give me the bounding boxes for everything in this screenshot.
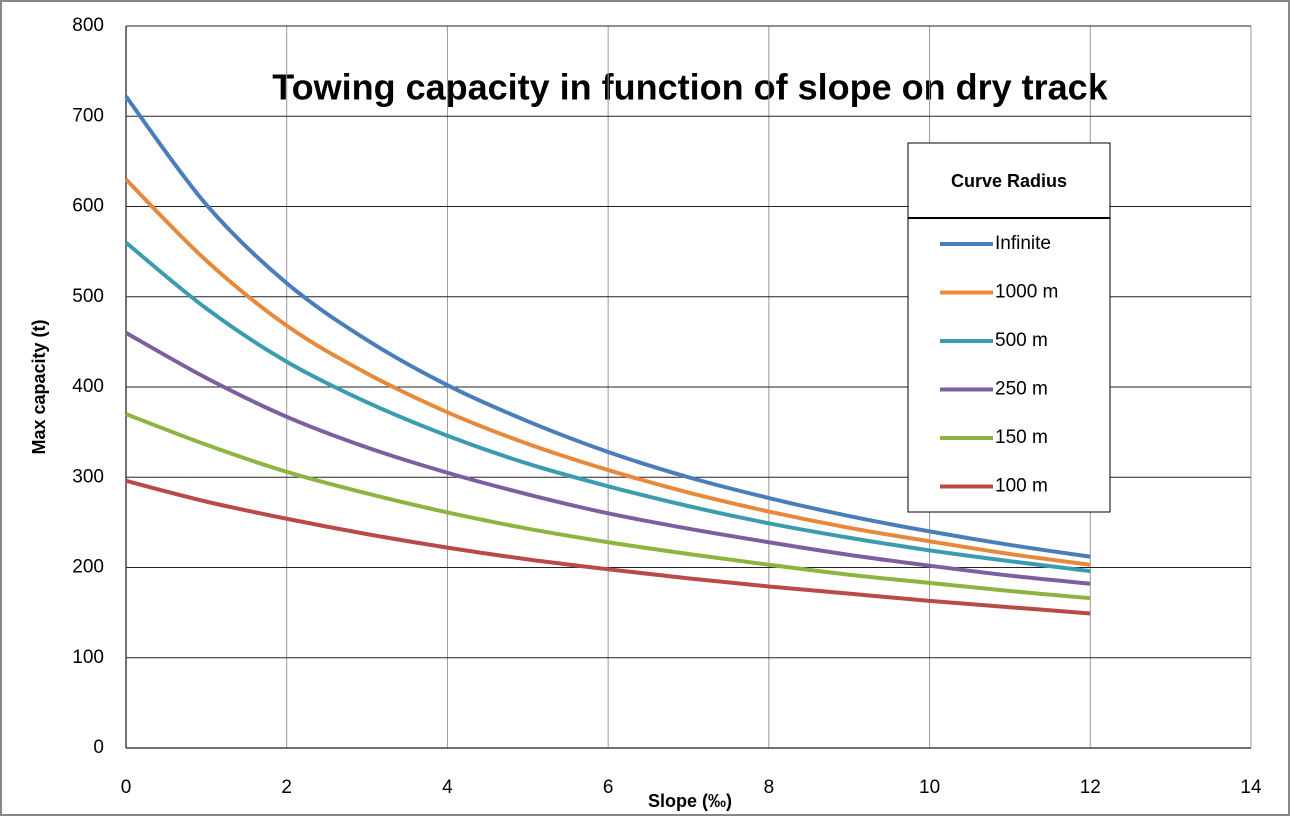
y-tick-label: 200 xyxy=(72,557,104,578)
y-tick-label: 500 xyxy=(72,286,104,307)
series-line xyxy=(125,331,1091,586)
series-line xyxy=(124,95,1091,559)
series-line xyxy=(125,478,1091,616)
series-line xyxy=(124,241,1091,574)
legend-label: 150 m xyxy=(995,427,1048,448)
x-tick-label: 10 xyxy=(919,777,940,798)
y-tick-label: 100 xyxy=(72,647,104,668)
y-axis-label: Max capacity (t) xyxy=(29,319,49,454)
y-tick-label: 0 xyxy=(93,737,104,758)
x-tick-label: 14 xyxy=(1240,777,1262,798)
legend-title: Curve Radius xyxy=(951,171,1067,191)
x-tick-label: 2 xyxy=(281,777,292,798)
series-line xyxy=(124,178,1091,567)
x-tick-label: 4 xyxy=(442,777,453,798)
y-tick-label: 600 xyxy=(72,196,104,217)
legend-box xyxy=(907,217,1111,513)
x-axis-label: Slope (‰) xyxy=(648,791,732,811)
legend-title-box xyxy=(907,142,1111,219)
legend-label: 1000 m xyxy=(995,282,1058,303)
chart-title: Towing capacity in function of slope on … xyxy=(272,67,1108,108)
legend-label: Infinite xyxy=(995,233,1051,254)
y-tick-label: 800 xyxy=(72,15,104,36)
x-tick-label: 8 xyxy=(764,777,775,798)
x-tick-label: 0 xyxy=(121,777,132,798)
y-tick-label: 400 xyxy=(72,376,104,397)
legend-label: 100 m xyxy=(995,476,1048,497)
y-tick-label: 700 xyxy=(72,105,104,126)
legend-label: 250 m xyxy=(995,379,1048,400)
legend-label: 500 m xyxy=(995,330,1048,351)
series-line xyxy=(125,412,1091,601)
y-tick-label: 300 xyxy=(72,466,104,487)
x-tick-label: 12 xyxy=(1080,777,1101,798)
x-tick-label: 6 xyxy=(603,777,614,798)
